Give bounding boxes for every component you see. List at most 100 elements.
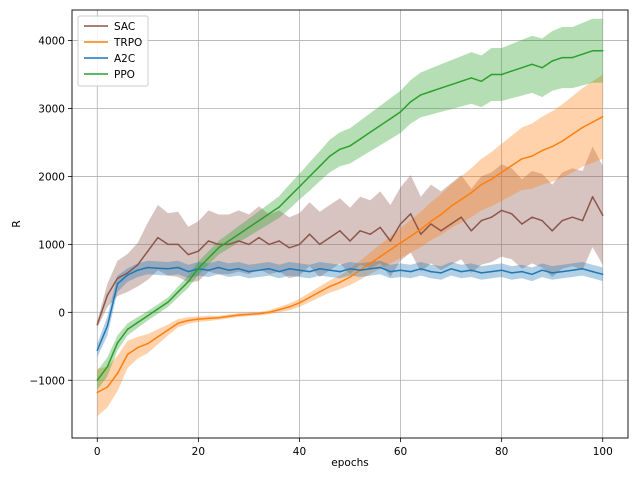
ppo-point [551,60,553,62]
trpo-point [571,133,574,136]
trpo-point [430,220,432,223]
trpo-point [541,149,543,152]
sac-point [268,243,270,246]
a2c-point [248,270,250,273]
trpo-point [500,171,503,174]
sac-point [329,236,331,239]
a2c-point [409,270,412,273]
ppo-point [521,66,523,69]
a2c-point [157,267,159,269]
a2c-point [571,269,574,271]
ppo-point [227,240,230,242]
y-tick-label: 0 [58,307,65,319]
a2c-point [551,272,553,274]
a2c-point [298,269,301,271]
a2c-point [238,268,240,270]
a2c-point [470,269,473,271]
trpo-point [561,140,564,142]
x-tick-label: 80 [495,446,508,458]
a2c-point [460,270,462,273]
a2c-point [541,269,543,271]
ppo-point [318,165,321,168]
trpo-point [460,198,462,201]
sac-point [480,219,483,222]
y-tick-label: 2000 [38,171,65,183]
a2c-point [339,270,341,273]
trpo-legend-label: TRPO [113,37,142,49]
a2c-point [349,268,351,270]
sac-point [551,230,553,232]
sac-point [420,233,422,235]
a2c-point [308,270,311,273]
x-tick-label: 0 [94,446,101,458]
sac-point [440,230,442,232]
sac-point [106,294,109,297]
sac-point [359,230,361,232]
a2c-point [329,269,331,271]
a2c-point [187,270,190,273]
sac-point [278,240,280,242]
sac-point [379,226,382,229]
x-tick-label: 40 [293,446,306,458]
ppo-point [157,308,159,310]
sac-point [238,240,240,242]
trpo-point [510,164,513,167]
y-tick-label: 1000 [38,239,65,251]
ppo-point [238,233,240,235]
sac-point [136,264,139,266]
a2c-point [450,268,452,270]
ppo-point [500,73,503,76]
trpo-point [126,353,129,356]
x-tick-label: 20 [192,446,205,458]
a2c-point [591,270,594,273]
sac-point [450,223,452,225]
a2c-legend-label: A2C [114,53,135,65]
ppo-point [440,87,442,89]
trpo-point [238,314,240,316]
a2c-point [278,270,280,273]
a2c-point [96,349,99,352]
ppo-point [379,124,382,127]
trpo-point [278,308,280,311]
trpo-point [490,178,493,180]
sac-point [96,323,99,326]
a2c-point [379,266,382,269]
sac-point [157,236,159,239]
sac-point [187,253,190,256]
trpo-point [531,155,533,157]
ppo-point [490,73,493,76]
a2c-point [420,268,422,270]
trpo-point [450,205,452,208]
ppo-point [470,77,473,79]
a2c-point [167,268,169,270]
sac-point [288,247,291,249]
y-tick-label: 4000 [38,36,65,48]
trpo-point [157,336,159,338]
a2c-point [369,268,371,270]
trpo-point [136,346,139,349]
a2c-point [581,268,584,270]
legend-box [77,15,149,87]
ppo-point [329,155,331,157]
ppo-point [541,66,543,69]
trpo-point [389,249,392,251]
trpo-point [581,126,584,129]
trpo-point [298,302,301,304]
trpo-point [227,315,230,318]
a2c-point [126,274,129,276]
sac-point [541,219,543,222]
a2c-point [399,269,402,271]
a2c-point [318,268,321,270]
ppo-point [480,80,483,83]
a2c-point [217,266,220,269]
sac-point [349,240,351,242]
sac-point [601,214,604,216]
ppo-point [288,196,291,198]
ppo-point [167,301,169,303]
a2c-point [389,270,392,273]
ppo-point [349,145,351,147]
sac-point [248,243,250,246]
trpo-point [308,296,311,299]
ppo-point [187,280,190,283]
ppo-point [248,226,250,229]
